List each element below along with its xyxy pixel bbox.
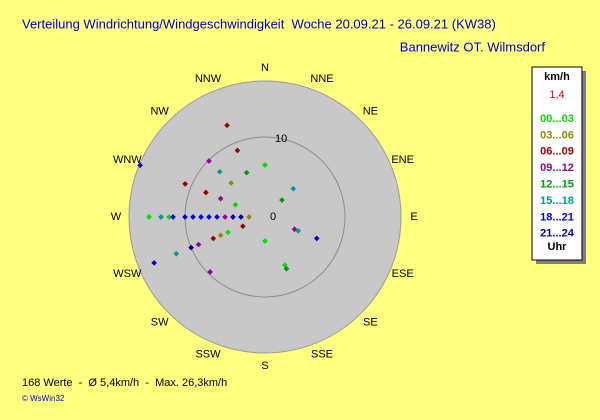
data-point <box>262 162 268 168</box>
direction-label: NE <box>363 106 378 118</box>
credit: © WsWin32 <box>22 394 65 403</box>
legend-entry: 21...24 <box>540 228 575 240</box>
data-point <box>146 214 152 220</box>
data-point <box>225 229 231 236</box>
direction-label: WSW <box>113 268 142 280</box>
direction-label: SE <box>363 316 378 328</box>
direction-label: NW <box>150 106 169 118</box>
data-point <box>206 214 212 220</box>
legend-entry: 03...06 <box>540 129 574 141</box>
data-point <box>214 214 220 220</box>
data-point <box>238 214 244 220</box>
legend-calm: 1,4 <box>549 89 564 101</box>
legend-title: km/h <box>544 71 570 83</box>
legend-entry: 06...09 <box>540 146 574 158</box>
direction-label: WNW <box>113 154 142 166</box>
data-point <box>283 265 290 272</box>
direction-label: NNE <box>310 73 333 85</box>
data-point <box>170 214 176 220</box>
data-point <box>239 223 246 230</box>
data-point <box>190 214 196 220</box>
data-point <box>182 214 188 220</box>
data-point <box>279 197 285 203</box>
data-point <box>137 162 143 169</box>
r-tick-label: 0 <box>270 211 276 223</box>
direction-label: SSE <box>311 349 333 361</box>
direction-label: SW <box>151 316 169 328</box>
rose-background <box>128 80 402 354</box>
data-point <box>195 241 202 248</box>
legend-entry: 00...03 <box>540 113 574 125</box>
data-point <box>216 168 223 175</box>
legend-entry: 09...12 <box>540 162 574 174</box>
chart-title: Verteilung Windrichtung/Windgeschwindigk… <box>22 16 496 31</box>
footer-note: 168 Werte - Ø 5,4km/h - Max. 26,3km/h <box>22 377 227 389</box>
data-point <box>182 181 189 187</box>
direction-label: NNW <box>195 73 222 85</box>
data-point <box>198 214 204 220</box>
legend-entry: 18...21 <box>540 211 574 223</box>
data-point <box>203 189 209 196</box>
data-point <box>232 201 239 208</box>
data-point <box>151 260 157 266</box>
data-point <box>222 214 228 220</box>
data-point <box>234 147 241 154</box>
data-point <box>166 214 172 220</box>
data-point <box>207 269 213 275</box>
data-point <box>217 232 224 239</box>
data-point <box>158 214 164 220</box>
legend-footer: Uhr <box>548 241 568 253</box>
direction-label: E <box>410 211 417 223</box>
legend-entry: 15...18 <box>540 195 574 207</box>
data-point <box>243 169 250 176</box>
direction-label: W <box>111 211 122 223</box>
data-point <box>290 185 297 192</box>
data-point <box>230 214 236 220</box>
data-point <box>206 158 212 164</box>
direction-label: SSW <box>195 349 221 361</box>
data-point <box>173 250 180 257</box>
data-point <box>188 244 194 251</box>
data-point <box>217 195 224 202</box>
data-point <box>228 180 234 186</box>
data-point <box>295 227 302 234</box>
data-point <box>262 238 268 244</box>
data-point <box>246 214 252 220</box>
r-tick-label: 10 <box>275 133 287 145</box>
chart-subtitle: Bannewitz OT. Wilmsdorf <box>400 39 546 54</box>
direction-label: ESE <box>392 268 414 280</box>
data-point <box>210 235 217 242</box>
legend-box <box>531 66 583 261</box>
legend-entry: 12...15 <box>540 179 574 191</box>
direction-label: N <box>261 62 269 74</box>
data-point <box>224 122 230 129</box>
direction-label: S <box>261 360 268 372</box>
direction-label: ENE <box>391 154 414 166</box>
data-point <box>313 235 320 242</box>
